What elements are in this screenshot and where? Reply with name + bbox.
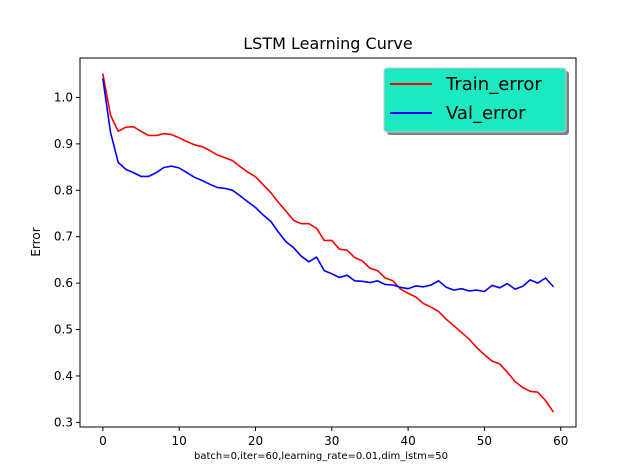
y-axis-label: Error xyxy=(29,227,43,256)
y-tick-label: 0.3 xyxy=(54,415,73,429)
y-tick-label: 0.6 xyxy=(54,276,73,290)
x-tick-label: 10 xyxy=(172,434,187,448)
legend: Train_error Val_error xyxy=(383,67,569,135)
legend-label-val: Val_error xyxy=(446,103,526,124)
train-error-line xyxy=(102,73,554,413)
x-tick-label: 30 xyxy=(324,434,339,448)
y-tick-label: 1.0 xyxy=(54,90,73,104)
x-tick-label: 50 xyxy=(477,434,492,448)
x-tick-label: 0 xyxy=(99,434,107,448)
x-axis-label: batch=0,iter=60,learning_rate=0.01,dim_l… xyxy=(194,451,448,462)
y-tick-label: 0.9 xyxy=(54,137,73,151)
y-tick-label: 0.7 xyxy=(54,230,73,244)
series-layer xyxy=(102,73,554,413)
x-tick-label: 20 xyxy=(248,434,263,448)
tick-layer: 0 10 20 30 40 50 60 0.3 0.4 0.5 0.6 0.7 0.8 0.9 1.0 xyxy=(54,90,568,448)
chart-title: LSTM Learning Curve xyxy=(243,34,412,53)
x-tick-label: 40 xyxy=(400,434,415,448)
plot-frame xyxy=(79,57,577,428)
y-tick-label: 0.5 xyxy=(54,323,73,337)
y-tick-label: 0.4 xyxy=(54,369,73,383)
x-tick-label: 60 xyxy=(553,434,568,448)
legend-label-train: Train_error xyxy=(445,74,542,95)
y-tick-label: 0.8 xyxy=(54,183,73,197)
val-error-line xyxy=(102,78,554,293)
